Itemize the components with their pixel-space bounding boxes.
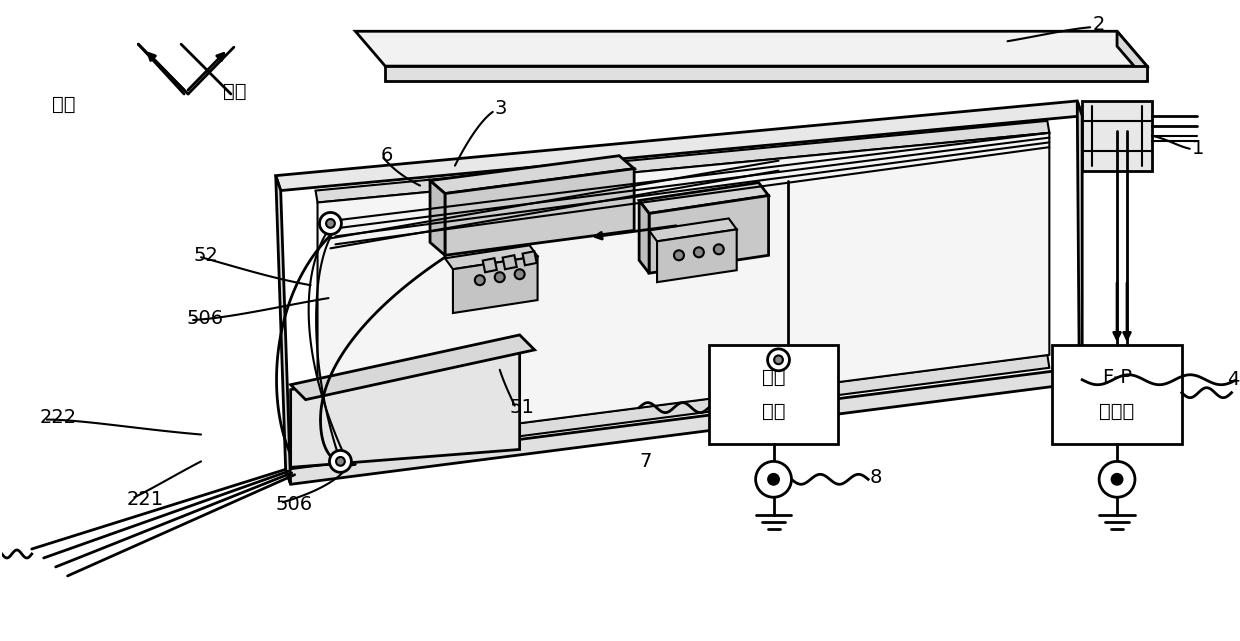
Polygon shape	[1083, 101, 1152, 171]
Text: 纵向: 纵向	[52, 94, 76, 113]
Polygon shape	[317, 133, 1049, 449]
Polygon shape	[285, 368, 1083, 485]
Text: 解调仪: 解调仪	[1100, 402, 1135, 421]
Polygon shape	[657, 229, 737, 282]
Text: 506: 506	[275, 495, 312, 513]
Circle shape	[768, 474, 779, 485]
Text: 506: 506	[186, 308, 223, 328]
Circle shape	[694, 247, 704, 257]
Polygon shape	[453, 256, 538, 313]
Circle shape	[714, 244, 724, 254]
Polygon shape	[502, 255, 517, 269]
Polygon shape	[275, 176, 290, 485]
Text: 电源: 电源	[761, 402, 785, 421]
Polygon shape	[290, 335, 534, 399]
Text: 2: 2	[1092, 15, 1105, 34]
Circle shape	[774, 356, 782, 364]
Circle shape	[475, 275, 485, 285]
Polygon shape	[639, 183, 769, 213]
Text: 51: 51	[510, 398, 534, 417]
Polygon shape	[1117, 31, 1147, 81]
Polygon shape	[522, 251, 537, 265]
Circle shape	[326, 219, 335, 228]
Polygon shape	[430, 156, 634, 194]
Polygon shape	[275, 101, 1083, 190]
Text: 4: 4	[1226, 370, 1239, 389]
Polygon shape	[445, 169, 634, 255]
Circle shape	[1112, 474, 1122, 485]
Text: 222: 222	[40, 408, 77, 427]
Circle shape	[768, 349, 790, 370]
Polygon shape	[430, 181, 445, 255]
Polygon shape	[315, 121, 1049, 203]
Bar	[709, 345, 838, 444]
Text: 驱动: 驱动	[761, 368, 785, 387]
Circle shape	[320, 212, 341, 235]
Polygon shape	[386, 66, 1147, 81]
Circle shape	[675, 250, 684, 260]
Polygon shape	[445, 246, 538, 269]
Text: 7: 7	[639, 452, 651, 471]
Text: 6: 6	[381, 146, 393, 165]
Text: 52: 52	[193, 246, 218, 265]
Polygon shape	[315, 355, 1049, 462]
Polygon shape	[290, 340, 520, 467]
Polygon shape	[639, 201, 649, 273]
Text: 横向: 横向	[223, 81, 247, 101]
Text: 8: 8	[870, 468, 883, 487]
Polygon shape	[649, 219, 737, 242]
Circle shape	[330, 451, 351, 472]
Circle shape	[755, 462, 791, 497]
Circle shape	[515, 269, 525, 279]
Text: 221: 221	[126, 490, 164, 509]
Circle shape	[336, 457, 345, 466]
Bar	[1053, 345, 1182, 444]
Polygon shape	[482, 258, 497, 272]
Circle shape	[1099, 462, 1135, 497]
Circle shape	[495, 272, 505, 282]
Text: 1: 1	[1192, 139, 1204, 158]
Polygon shape	[356, 31, 1147, 66]
Polygon shape	[649, 196, 769, 273]
Polygon shape	[1078, 101, 1083, 383]
Text: F-P: F-P	[1102, 368, 1132, 387]
Text: 3: 3	[495, 99, 507, 119]
